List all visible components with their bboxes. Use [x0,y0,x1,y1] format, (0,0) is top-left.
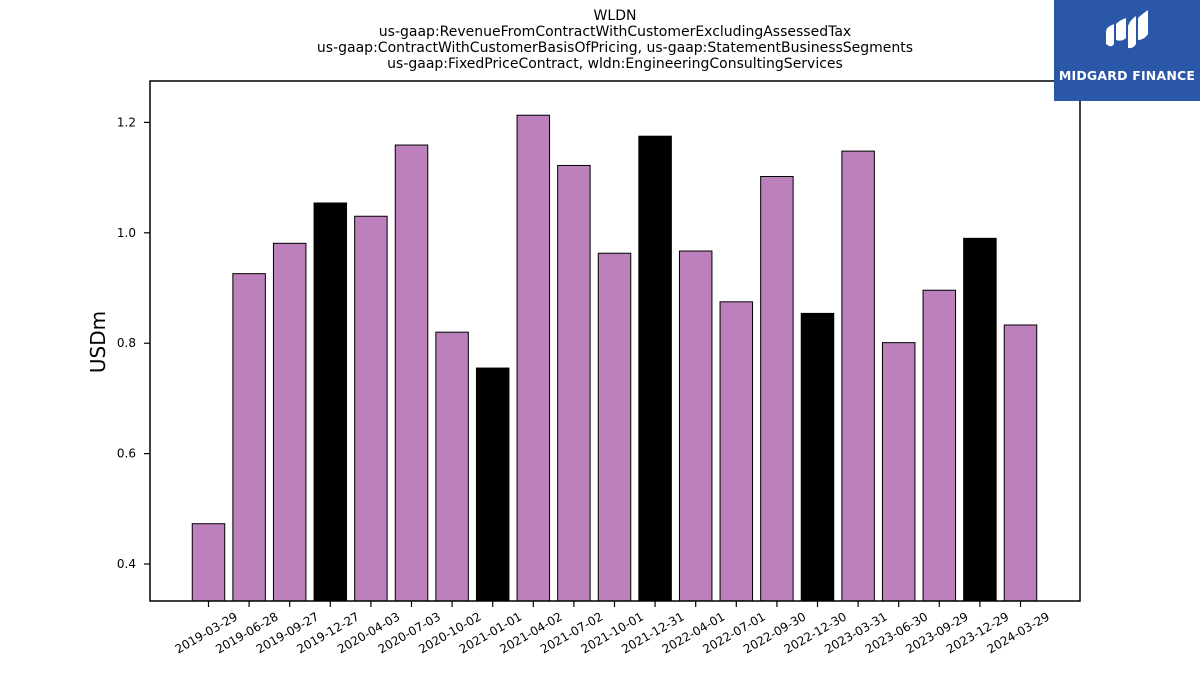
bar-2020-07-03 [394,144,429,602]
bar-2021-10-01 [597,252,632,602]
y-tick-label: 0.8 [117,336,136,350]
bar-2021-04-02 [516,114,551,602]
bar-2020-10-02 [435,331,469,602]
bar-2021-07-02 [557,164,591,602]
y-axis: 0.4 0.6 0.8 1.0 1.2 [117,115,150,571]
chart-title-line-4: us-gaap:FixedPriceContract, wldn:Enginee… [387,56,843,72]
logo-mark-icon [1106,10,1148,49]
midgard-finance-logo: MIDGARD FINANCE [1054,0,1200,101]
bar-2022-04-01 [678,250,713,602]
bar-2019-03-29 [191,523,226,602]
bar-2023-12-29 [963,237,997,602]
bar-2021-01-01 [475,367,510,602]
bar-2019-12-27 [313,202,348,602]
bar-2023-09-29 [922,289,957,602]
y-tick-label: 0.4 [117,557,136,571]
y-axis-label: USDm [86,311,110,373]
bar-2024-03-29 [1003,324,1038,602]
bar-2023-06-30 [881,342,916,602]
y-tick-label: 0.6 [117,447,136,461]
bar-2020-04-03 [354,215,388,602]
bars-group [191,114,1038,602]
bar-2021-12-31 [638,135,672,602]
bar-2023-03-31 [841,150,875,602]
x-axis: 2019-03-292019-06-282019-09-272019-12-27… [173,601,1052,656]
logo-text: MIDGARD FINANCE [1058,68,1196,83]
y-tick-label: 1.2 [117,115,136,129]
y-tick-label: 1.0 [117,226,136,240]
bar-2022-09-30 [760,175,794,602]
bar-2019-06-28 [232,273,266,602]
bar-2022-12-30 [800,312,835,602]
bar-2019-09-27 [272,242,307,602]
chart-title-line-3: us-gaap:ContractWithCustomerBasisOfPrici… [316,40,914,56]
bar-2022-07-01 [719,301,754,602]
chart-title-line-1: WLDN [593,8,637,24]
chart-title-line-2: us-gaap:RevenueFromContractWithCustomerE… [378,24,852,40]
